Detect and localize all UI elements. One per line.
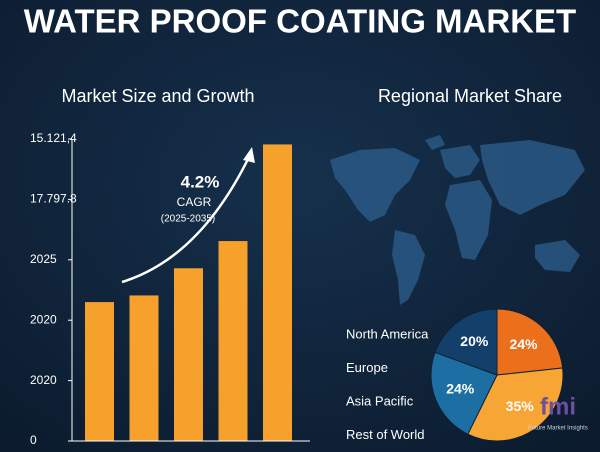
pie-slice bbox=[430, 351, 498, 435]
cagr-label: CAGR bbox=[177, 195, 212, 209]
logo: fmi Future Market Insights bbox=[528, 393, 588, 431]
bar bbox=[218, 241, 248, 441]
bar bbox=[263, 144, 292, 441]
legend-label: North America bbox=[346, 326, 429, 341]
pie-slice bbox=[496, 308, 564, 376]
legend-label: Asia Pacific bbox=[346, 393, 414, 408]
legend-label: Rest of World bbox=[346, 427, 425, 442]
slice-label: 20% bbox=[460, 333, 489, 349]
y-tick-label: 2020 bbox=[30, 312, 57, 326]
legend-label: Europe bbox=[346, 360, 388, 375]
pie-slice bbox=[434, 308, 498, 376]
world-map bbox=[330, 135, 585, 305]
growth-arrow bbox=[121, 154, 252, 284]
arrow-head bbox=[243, 147, 255, 163]
chart-title: Regional Market Share bbox=[378, 86, 562, 106]
y-tick-label: 2020 bbox=[30, 373, 57, 387]
logo-tagline: Future Market Insights bbox=[528, 426, 588, 432]
slice-label: 35% bbox=[506, 398, 535, 414]
slice-label: 24% bbox=[446, 380, 475, 396]
bar bbox=[174, 268, 203, 441]
cagr-period: (2025-2035) bbox=[161, 214, 215, 225]
y-tick-label: 15.121,4 bbox=[30, 131, 77, 145]
y-tick-label: 0 bbox=[30, 433, 37, 447]
bar bbox=[129, 295, 159, 441]
y-tick-label: 17.797.8 bbox=[30, 192, 77, 206]
bar bbox=[85, 302, 114, 441]
y-tick-label: 2025 bbox=[30, 252, 57, 266]
page-title: WATER PROOF COATING MARKET bbox=[24, 3, 576, 40]
cagr-value: 4.2% bbox=[181, 172, 220, 191]
logo-text: fmi bbox=[540, 393, 576, 420]
slice-label: 24% bbox=[509, 336, 538, 352]
chart-title: Market Size and Growth bbox=[61, 86, 254, 106]
